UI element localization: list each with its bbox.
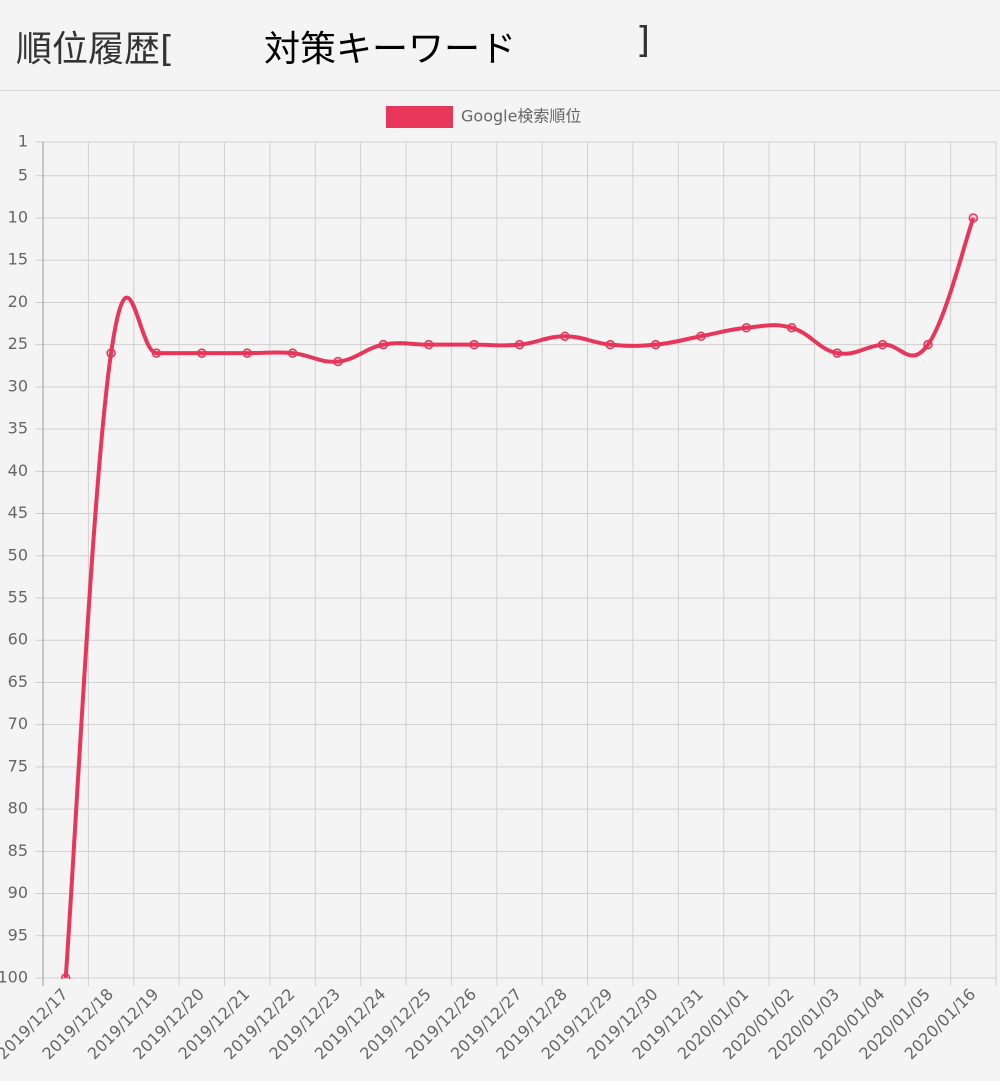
point [650,339,661,350]
point [787,323,797,333]
point [287,348,298,358]
point [60,973,71,979]
y-tick-label: 55 [8,588,28,607]
plot [60,213,979,979]
y-tick-label: 45 [8,503,28,522]
y-tick-label: 65 [8,672,28,691]
point [151,348,162,358]
legend-label: Google検索順位 [461,107,581,126]
legend-swatch [386,106,453,128]
y-tick-label: 20 [8,292,28,311]
y-tick-label: 5 [18,165,28,184]
point [877,339,888,350]
y-tick-label: 70 [8,714,28,733]
y-tick-label: 100 [0,968,28,987]
header-close: ] [636,20,651,61]
point [197,348,207,358]
point [696,331,706,341]
y-tick-label: 90 [8,883,28,902]
y-tick-label: 40 [8,461,28,480]
y-tick-label: 30 [8,376,28,395]
y-tick-label: 10 [8,208,28,227]
point [968,213,979,223]
point [741,323,752,333]
y-tick-label: 1 [18,132,28,151]
point [469,339,479,350]
point [242,348,252,358]
y-tick-label: 60 [8,630,28,649]
y-tick-label: 15 [8,250,28,269]
chart: Google検索順位151015202530354045505560657075… [0,106,997,1063]
y-tick-label: 95 [8,925,28,944]
point [378,339,389,350]
point [423,339,434,350]
point [514,339,525,350]
point [560,331,570,341]
point [832,348,842,358]
y-tick-label: 25 [8,334,28,353]
y-tick-label: 85 [8,841,28,860]
keyword: 対策キーワード [264,29,517,70]
point [605,339,616,350]
header-title: 順位履歴[ [16,29,175,70]
y-tick-label: 75 [8,756,28,775]
y-tick-label: 50 [8,545,28,564]
y-tick-label: 35 [8,419,28,438]
point [923,339,933,350]
header: 順位履歴[ 対策キーワード ] [0,0,1000,91]
point [333,356,343,367]
y-tick-label: 80 [8,799,28,818]
point [106,348,116,358]
series-line [63,217,976,979]
